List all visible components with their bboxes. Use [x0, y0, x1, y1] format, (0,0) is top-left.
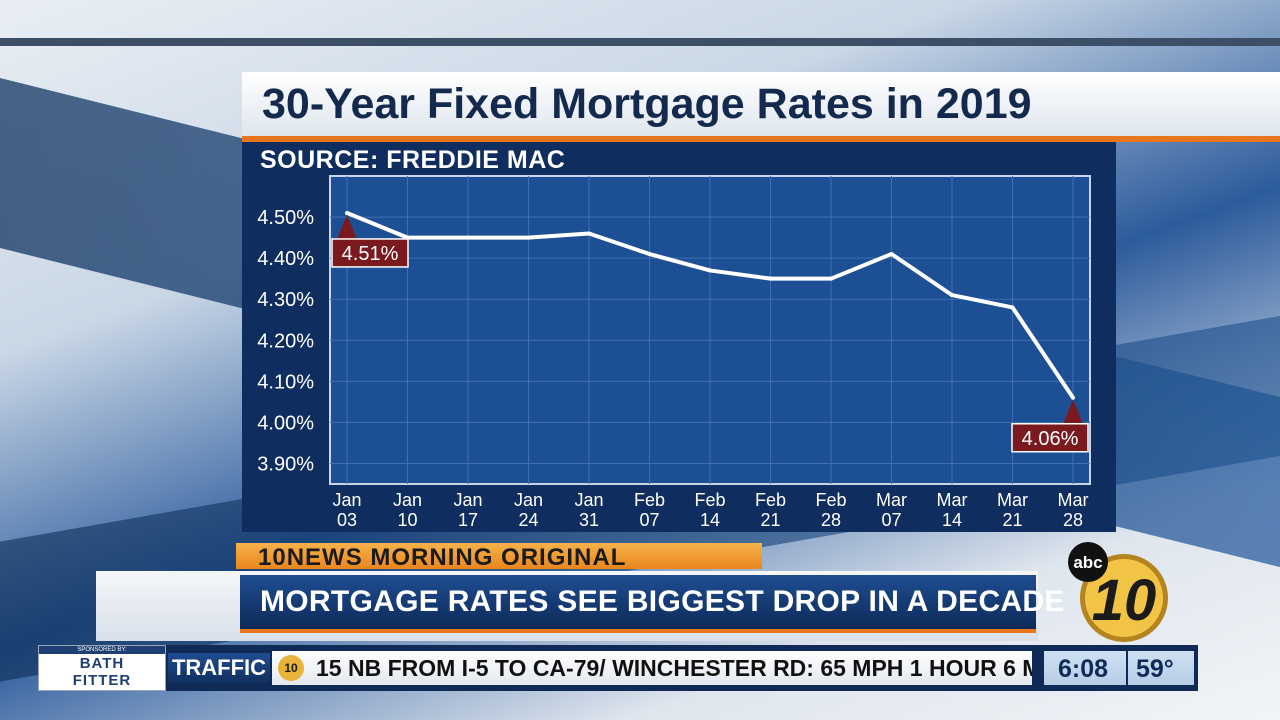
- chart-panel: SOURCE: FREDDIE MAC 4.50% 4.40% 4.30% 4.20%…: [242, 142, 1116, 532]
- annotation-box: [1011, 423, 1089, 453]
- x-tick-label: Mar 14: [937, 490, 968, 530]
- data-point: [526, 235, 531, 240]
- x-tick-label: Feb 14: [694, 490, 725, 530]
- sponsor-name: BATH FITTER: [72, 655, 132, 689]
- annotation-marker: [1063, 399, 1083, 424]
- data-point: [950, 293, 954, 298]
- x-tick-month: Mar: [876, 490, 907, 510]
- x-tick-month: Mar: [1058, 490, 1089, 510]
- y-tick-label: 4.30%: [257, 289, 314, 311]
- temperature: 59°: [1136, 655, 1174, 683]
- y-tick-label: 4.10%: [257, 371, 314, 393]
- line-chart: 4.50%4.40%4.30%4.20%4.10%4.00%3.90% Jan 0…: [257, 175, 1091, 530]
- annotation-label: 4.06%: [1022, 428, 1079, 450]
- data-point: [647, 252, 652, 257]
- y-tick-label: 4.20%: [257, 330, 314, 352]
- x-tick-label: Jan 24: [514, 490, 543, 530]
- y-tick-label: 3.90%: [257, 453, 314, 475]
- headline-bar: MORTGAGE RATES SEE BIGGEST DROP IN A DEC…: [240, 575, 1064, 633]
- x-tick-day: 21: [1002, 510, 1022, 530]
- data-point: [768, 276, 773, 281]
- ticker-text: 15 NB FROM I-5 TO CA-79/ WINCHESTER RD: …: [316, 655, 1032, 681]
- x-tick-label: Jan 31: [574, 490, 603, 530]
- x-tick-day: 14: [942, 510, 962, 530]
- data-point: [889, 252, 894, 257]
- x-tick-month: Feb: [694, 490, 725, 510]
- data-point: [466, 235, 470, 240]
- x-tick-day: 28: [1063, 510, 1083, 530]
- y-tick-label: 4.00%: [257, 412, 314, 434]
- ticker-crawl: 10 15 NB FROM I-5 TO CA-79/ WINCHESTER R…: [272, 651, 1032, 685]
- x-tick-month: Jan: [514, 490, 543, 510]
- clock-time: 6:08: [1058, 655, 1109, 683]
- x-tick-label: Feb 21: [755, 490, 786, 530]
- x-tick-month: Feb: [815, 490, 846, 510]
- show-label-bar: 10NEWS MORNING ORIGINAL: [236, 543, 762, 571]
- headline: MORTGAGE RATES SEE BIGGEST DROP IN A DEC…: [260, 585, 1065, 618]
- y-tick-label: 4.50%: [257, 207, 314, 229]
- x-tick-month: Jan: [574, 490, 603, 510]
- chart-source: SOURCE: FREDDIE MAC: [260, 146, 566, 174]
- x-tick-month: Feb: [755, 490, 786, 510]
- ticker-bar: SPONSORED BY: BATH FITTER TRAFFIC 10 15 …: [38, 645, 1198, 691]
- title-bar: 30-Year Fixed Mortgage Rates in 2019: [242, 72, 1280, 142]
- x-tick-month: Jan: [393, 490, 422, 510]
- x-tick-day: 28: [821, 510, 841, 530]
- sponsor-box: SPONSORED BY: BATH FITTER: [38, 645, 166, 691]
- x-tick-month: Feb: [634, 490, 665, 510]
- y-tick-label: 4.40%: [257, 248, 314, 270]
- x-tick-month: Mar: [997, 490, 1028, 510]
- x-tick-day: 07: [639, 510, 659, 530]
- x-tick-label: Jan 10: [393, 490, 422, 530]
- data-point: [587, 231, 591, 236]
- ticker-category: TRAFFIC: [168, 653, 270, 683]
- x-tick-month: Jan: [332, 490, 361, 510]
- x-tick-day: 24: [518, 510, 538, 530]
- background-stripe: [0, 38, 1280, 46]
- x-tick-label: Mar 21: [997, 490, 1028, 530]
- x-tick-day: 17: [458, 510, 478, 530]
- x-tick-label: Mar 28: [1058, 490, 1089, 530]
- annotation-label: 4.51%: [342, 243, 399, 265]
- data-point: [708, 268, 712, 273]
- clock-divider: [1126, 651, 1128, 685]
- svg-text:abc: abc: [1073, 553, 1102, 572]
- x-tick-day: 31: [579, 510, 599, 530]
- ticker-logo-icon: 10: [278, 655, 304, 681]
- x-tick-day: 14: [700, 510, 720, 530]
- x-tick-label: Jan 17: [453, 490, 482, 530]
- data-point: [345, 210, 349, 215]
- x-tick-label: Jan 03: [332, 490, 361, 530]
- abc10-logo-icon: 10 abc: [1068, 542, 1168, 642]
- annotation-box: [331, 238, 409, 268]
- x-tick-day: 21: [760, 510, 780, 530]
- svg-text:10: 10: [1092, 568, 1157, 633]
- data-point: [1010, 305, 1015, 310]
- x-tick-month: Mar: [937, 490, 968, 510]
- clock-box: 6:08 59°: [1044, 651, 1194, 685]
- sponsor-caption: SPONSORED BY:: [39, 646, 165, 654]
- annotation-marker: [337, 214, 357, 239]
- data-point: [829, 276, 833, 281]
- x-tick-day: 03: [337, 510, 357, 530]
- x-tick-label: Mar 07: [876, 490, 907, 530]
- x-tick-label: Feb 28: [815, 490, 846, 530]
- show-label: 10NEWS MORNING ORIGINAL: [258, 544, 627, 571]
- x-tick-day: 07: [881, 510, 901, 530]
- chart-title: 30-Year Fixed Mortgage Rates in 2019: [262, 80, 1032, 128]
- data-point: [1071, 395, 1075, 400]
- x-tick-month: Jan: [453, 490, 482, 510]
- x-tick-label: Feb 07: [634, 490, 665, 530]
- x-tick-day: 10: [397, 510, 417, 530]
